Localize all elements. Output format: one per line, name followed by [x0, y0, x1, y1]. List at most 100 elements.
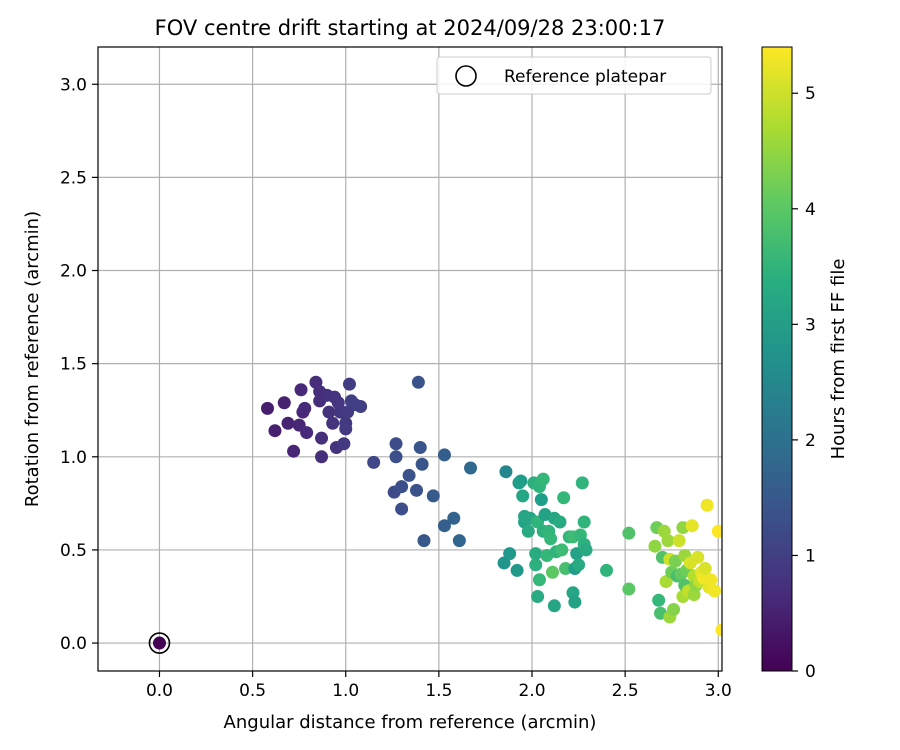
y-tick-label: 1.5	[60, 355, 87, 375]
y-tick-label: 1.0	[60, 448, 87, 468]
colorbar-tick-label: 4	[805, 200, 816, 220]
data-point	[294, 383, 308, 397]
data-point	[437, 448, 451, 462]
colorbar-label: Hours from first FF file	[828, 259, 849, 460]
x-tick-label: 0.5	[239, 681, 266, 701]
data-point	[300, 426, 314, 440]
data-point	[389, 437, 403, 451]
y-tick-label: 2.5	[60, 168, 87, 188]
data-point	[516, 489, 530, 503]
data-point	[648, 539, 662, 553]
y-tick-label: 0.0	[60, 634, 87, 654]
data-point	[708, 584, 722, 598]
data-point	[298, 401, 312, 415]
data-point	[711, 524, 722, 538]
data-point	[555, 543, 569, 557]
data-point	[685, 519, 699, 533]
reference-marker	[148, 632, 171, 654]
data-point	[339, 422, 353, 436]
data-point	[411, 375, 425, 389]
data-point	[652, 593, 666, 607]
data-point	[691, 550, 705, 564]
data-point	[667, 603, 681, 617]
x-tick-label: 3.0	[705, 681, 732, 701]
y-tick-label: 2.0	[60, 262, 87, 282]
x-axis-ticks: 0.0 0.5 1.0 1.5 2.0 2.5 3.0	[146, 671, 732, 701]
data-point	[510, 563, 524, 577]
data-point	[514, 474, 528, 488]
data-point	[464, 461, 478, 475]
data-point	[532, 573, 546, 587]
data-point	[559, 562, 573, 576]
data-point	[261, 401, 275, 415]
data-point	[568, 595, 582, 609]
data-point	[417, 534, 431, 548]
data-point	[395, 480, 409, 494]
data-point	[577, 515, 591, 529]
data-point	[426, 489, 440, 503]
data-point	[529, 547, 543, 561]
data-point	[700, 498, 714, 512]
data-point	[499, 465, 513, 479]
data-point	[268, 424, 282, 438]
data-point	[579, 543, 593, 557]
colorbar-ticks: 0 1 2 3 4 5	[792, 84, 816, 682]
x-tick-label: 2.5	[612, 681, 639, 701]
data-point	[342, 377, 356, 391]
data-point	[281, 416, 295, 430]
data-point	[322, 405, 336, 419]
colorbar-tick-label: 0	[805, 662, 816, 682]
x-tick-label: 0.0	[146, 681, 173, 701]
grid-lines	[98, 47, 722, 671]
plot-frame	[97, 46, 723, 672]
data-point	[572, 558, 586, 572]
data-point	[503, 547, 517, 561]
data-point	[521, 524, 535, 538]
data-point	[277, 396, 291, 410]
colorbar-tick-label: 5	[805, 84, 816, 104]
data-point	[447, 511, 461, 525]
data-point	[704, 573, 718, 587]
legend: Reference platepar	[436, 56, 712, 95]
data-point	[661, 534, 675, 548]
data-point	[337, 437, 351, 451]
data-point	[553, 515, 567, 529]
data-point	[575, 476, 589, 490]
legend-box	[436, 56, 712, 95]
y-axis-ticks: 0.0 0.5 1.0 1.5 2.0 2.5 3.0	[60, 75, 98, 654]
colorbar-tick-label: 3	[805, 315, 816, 335]
x-tick-label: 2.0	[518, 681, 545, 701]
data-point	[315, 431, 329, 445]
colorbar	[761, 46, 793, 672]
y-tick-label: 3.0	[60, 75, 87, 95]
data-point	[715, 623, 722, 637]
data-point	[413, 440, 427, 454]
x-tick-label: 1.0	[332, 681, 359, 701]
data-point	[367, 455, 381, 469]
data-point	[389, 450, 403, 464]
data-point	[622, 582, 636, 596]
data-points	[152, 375, 722, 650]
data-point	[326, 416, 340, 430]
data-point	[534, 493, 548, 507]
data-point	[531, 589, 545, 603]
data-point	[437, 519, 451, 533]
data-point	[622, 526, 636, 540]
data-point	[410, 483, 424, 497]
data-point	[152, 636, 166, 650]
data-point	[547, 599, 561, 613]
data-point	[287, 444, 301, 458]
x-axis-label: Angular distance from reference (arcmin)	[224, 712, 597, 733]
data-point	[557, 491, 571, 505]
data-point	[698, 562, 712, 576]
legend-reference-marker	[455, 65, 477, 87]
data-point	[354, 399, 368, 413]
data-point	[536, 472, 550, 486]
data-point	[529, 558, 543, 572]
data-point	[395, 502, 409, 516]
data-point	[600, 563, 614, 577]
data-point	[415, 457, 429, 471]
data-point	[544, 532, 558, 546]
data-point	[315, 450, 329, 464]
